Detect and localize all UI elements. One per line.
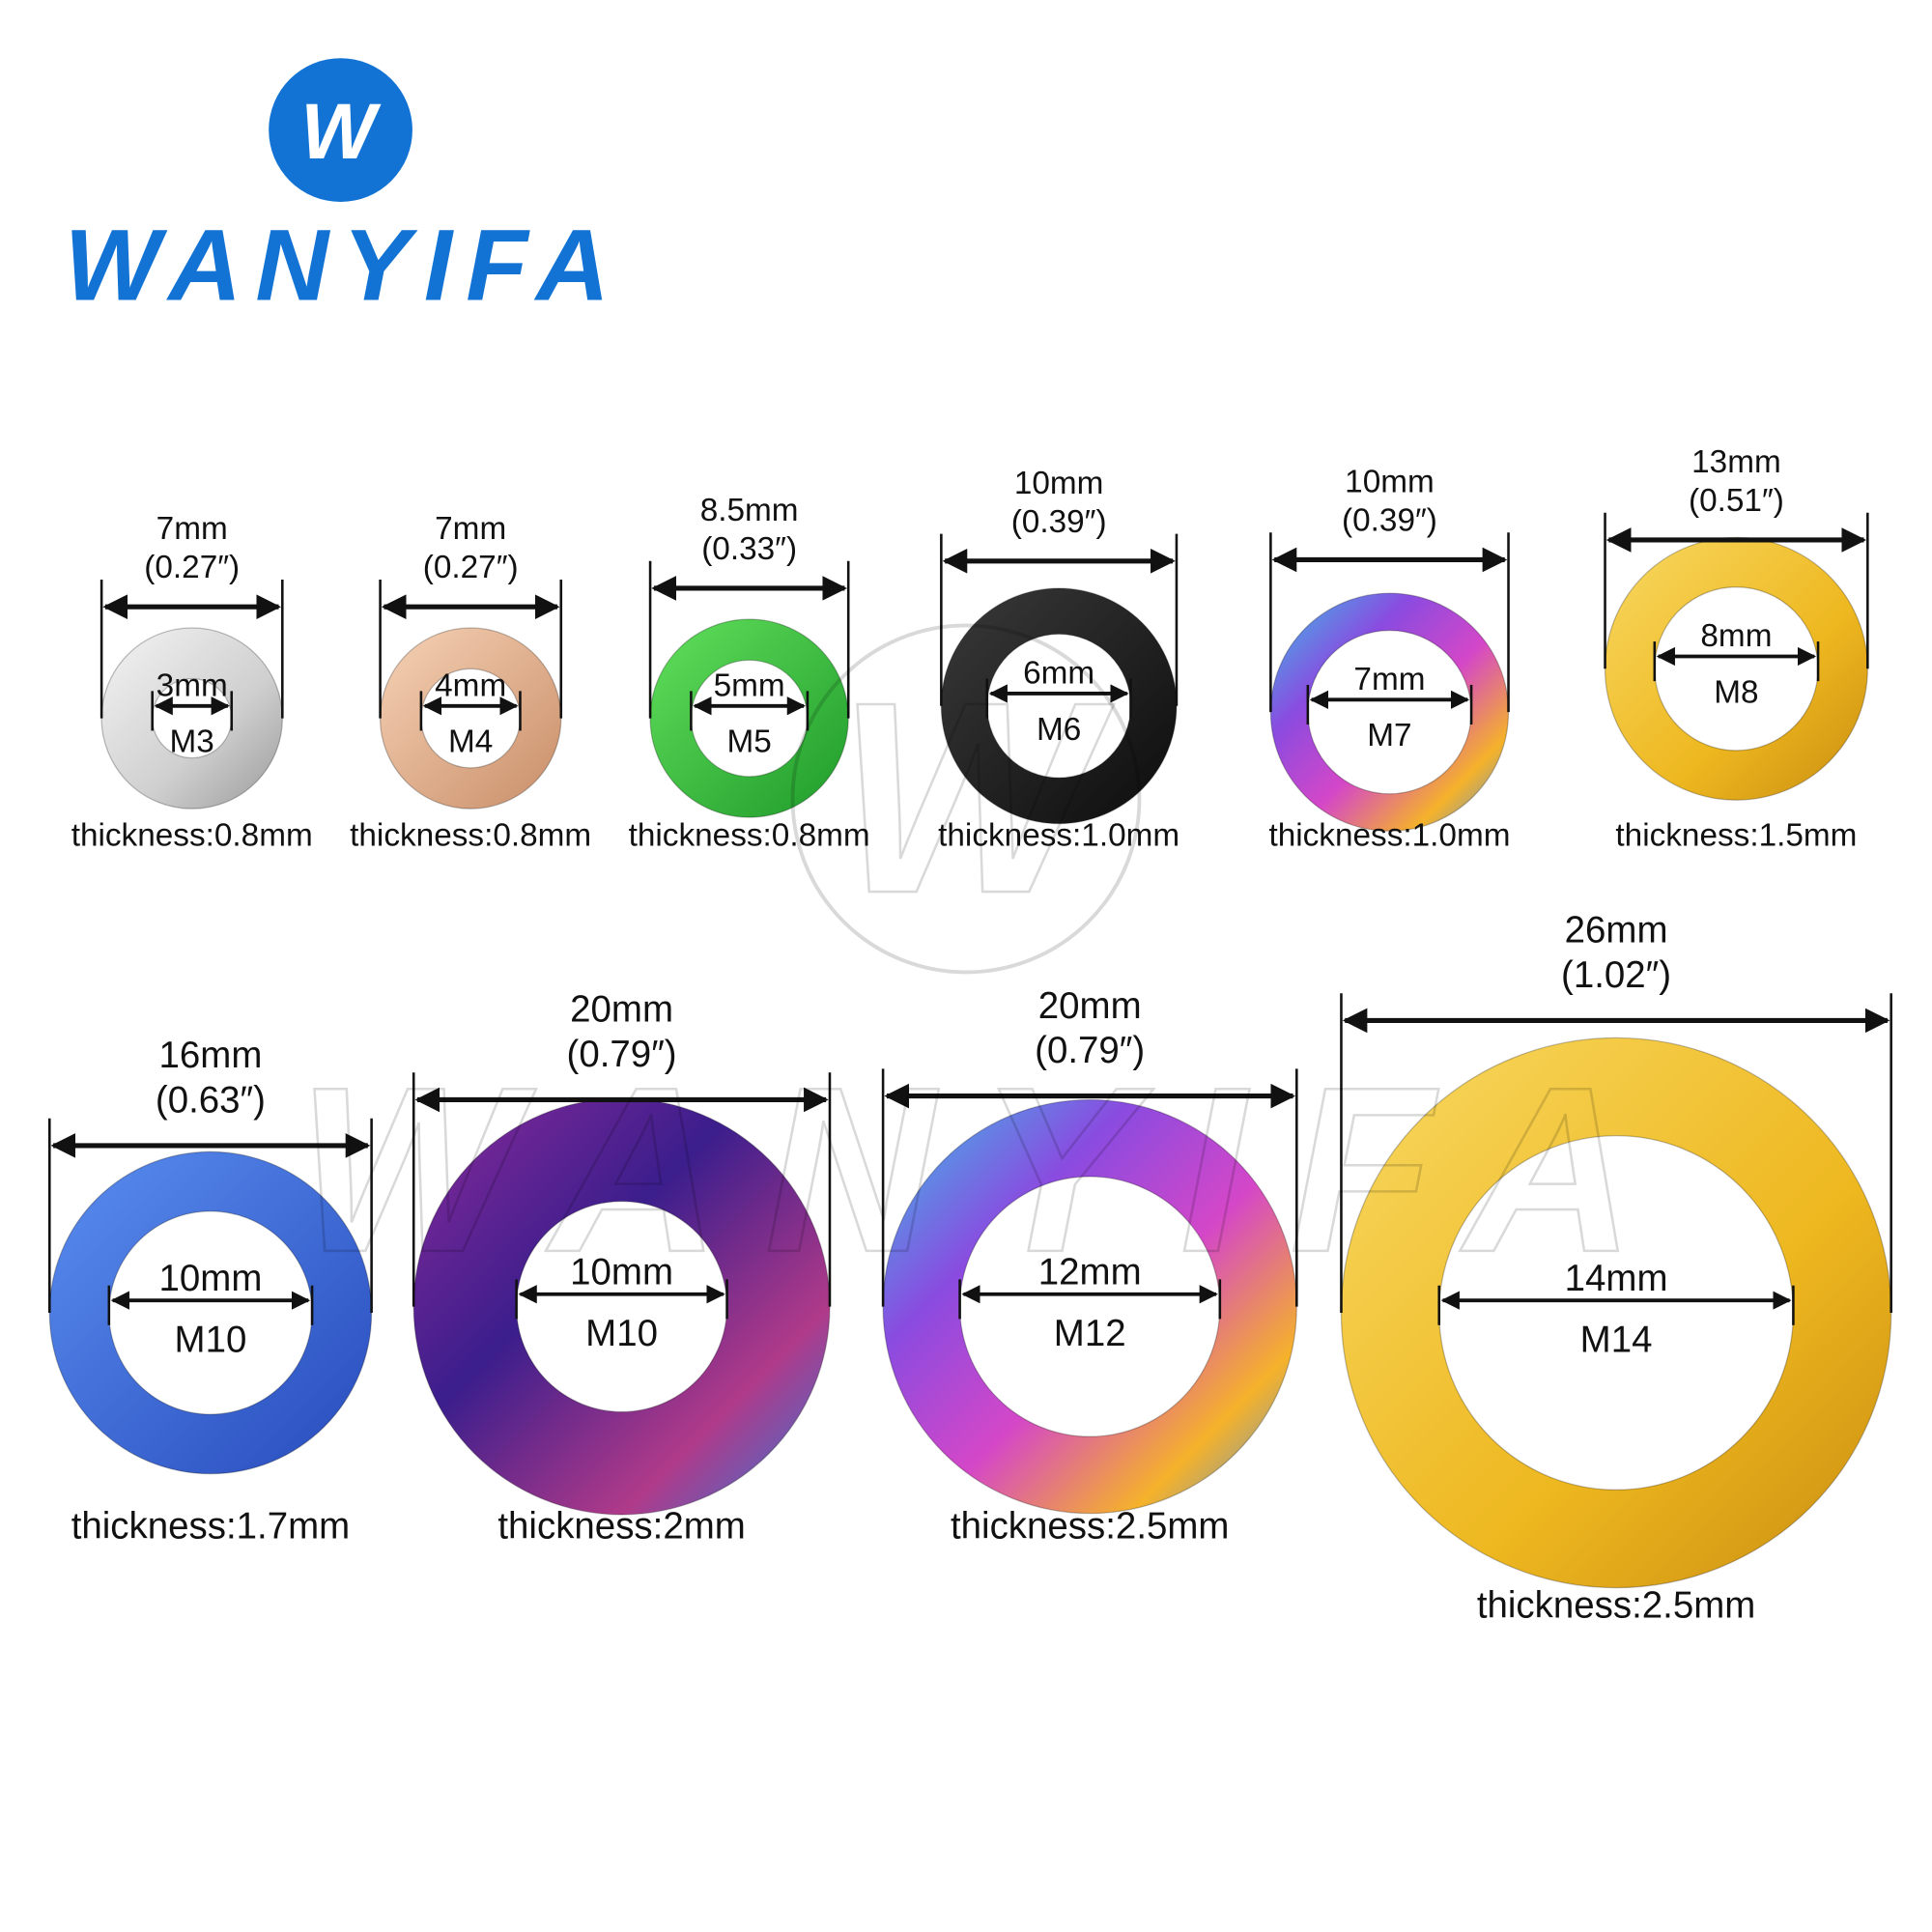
thickness: thickness:1.7mm <box>71 1505 351 1547</box>
outer-diameter-inch: (0.39″) <box>1342 502 1437 538</box>
outer-diameter-inch: (0.79″) <box>1035 1030 1145 1071</box>
outer-diameter: 20mm <box>570 989 673 1031</box>
outer-diameter-inch: (0.27″) <box>144 550 240 585</box>
thread-size: M3 <box>170 724 214 760</box>
washer-list: 7mm(0.27″)3mmM3thickness:0.8mm7mm(0.27″)… <box>48 444 1892 1626</box>
outer-diameter: 20mm <box>1038 985 1142 1027</box>
outer-diameter: 13mm <box>1691 444 1781 480</box>
outer-diameter: 26mm <box>1565 910 1668 952</box>
inner-diameter: 7mm <box>1353 662 1425 697</box>
outer-diameter-inch: (0.39″) <box>1011 504 1107 540</box>
outer-diameter: 7mm <box>435 511 506 547</box>
outer-diameter-inch: (1.02″) <box>1561 954 1671 996</box>
inner-diameter: 12mm <box>1038 1251 1142 1293</box>
thickness: thickness:0.8mm <box>350 818 591 854</box>
thickness: thickness:2.5mm <box>951 1505 1230 1547</box>
thickness: thickness:1.5mm <box>1615 818 1857 854</box>
inner-diameter: 14mm <box>1565 1258 1668 1299</box>
outer-diameter: 8.5mm <box>700 493 799 528</box>
inner-diameter: 8mm <box>1700 618 1772 654</box>
logo-badge <box>269 58 412 202</box>
outer-diameter: 10mm <box>1014 466 1104 501</box>
inner-diameter: 6mm <box>1023 656 1094 692</box>
inner-diameter: 4mm <box>435 668 506 704</box>
outer-diameter: 16mm <box>159 1035 263 1076</box>
thread-size: M14 <box>1580 1319 1653 1360</box>
thickness: thickness:2mm <box>497 1505 745 1547</box>
thread-size: M10 <box>585 1313 658 1354</box>
watermark-letter: W <box>838 645 1114 950</box>
thread-size: M4 <box>448 724 493 760</box>
thickness: thickness:0.8mm <box>629 818 870 854</box>
thread-size: M7 <box>1367 718 1411 753</box>
thread-size: M5 <box>726 724 771 760</box>
outer-diameter-inch: (0.33″) <box>701 531 797 567</box>
thickness: thickness:0.8mm <box>71 818 313 854</box>
thickness: thickness:2.5mm <box>1477 1584 1756 1626</box>
inner-diameter: 3mm <box>156 668 228 704</box>
thickness: thickness:1.0mm <box>938 818 1179 854</box>
washer <box>1269 592 1510 832</box>
outer-diameter-inch: (0.63″) <box>156 1079 266 1121</box>
outer-diameter: 10mm <box>1345 464 1435 499</box>
inner-diameter: 10mm <box>159 1258 263 1299</box>
logo-letter: W <box>300 88 382 176</box>
outer-diameter-inch: (0.27″) <box>423 550 519 585</box>
thread-size: M8 <box>1714 674 1758 710</box>
washer <box>1604 536 1868 801</box>
thread-size: M10 <box>175 1319 247 1360</box>
thickness: thickness:1.0mm <box>1268 818 1510 854</box>
inner-diameter: 5mm <box>714 668 785 704</box>
watermark-circle <box>790 623 1142 975</box>
washer <box>100 627 283 810</box>
thread-size: M6 <box>1037 712 1081 748</box>
brand-name: WANYIFA <box>65 209 610 322</box>
outer-diameter: 7mm <box>156 511 228 547</box>
thread-size: M12 <box>1054 1313 1126 1354</box>
washer <box>379 627 562 810</box>
outer-diameter-inch: (0.51″) <box>1689 483 1784 519</box>
inner-diameter: 10mm <box>570 1251 673 1293</box>
outer-diameter-inch: (0.79″) <box>567 1034 677 1075</box>
washer <box>649 618 849 818</box>
